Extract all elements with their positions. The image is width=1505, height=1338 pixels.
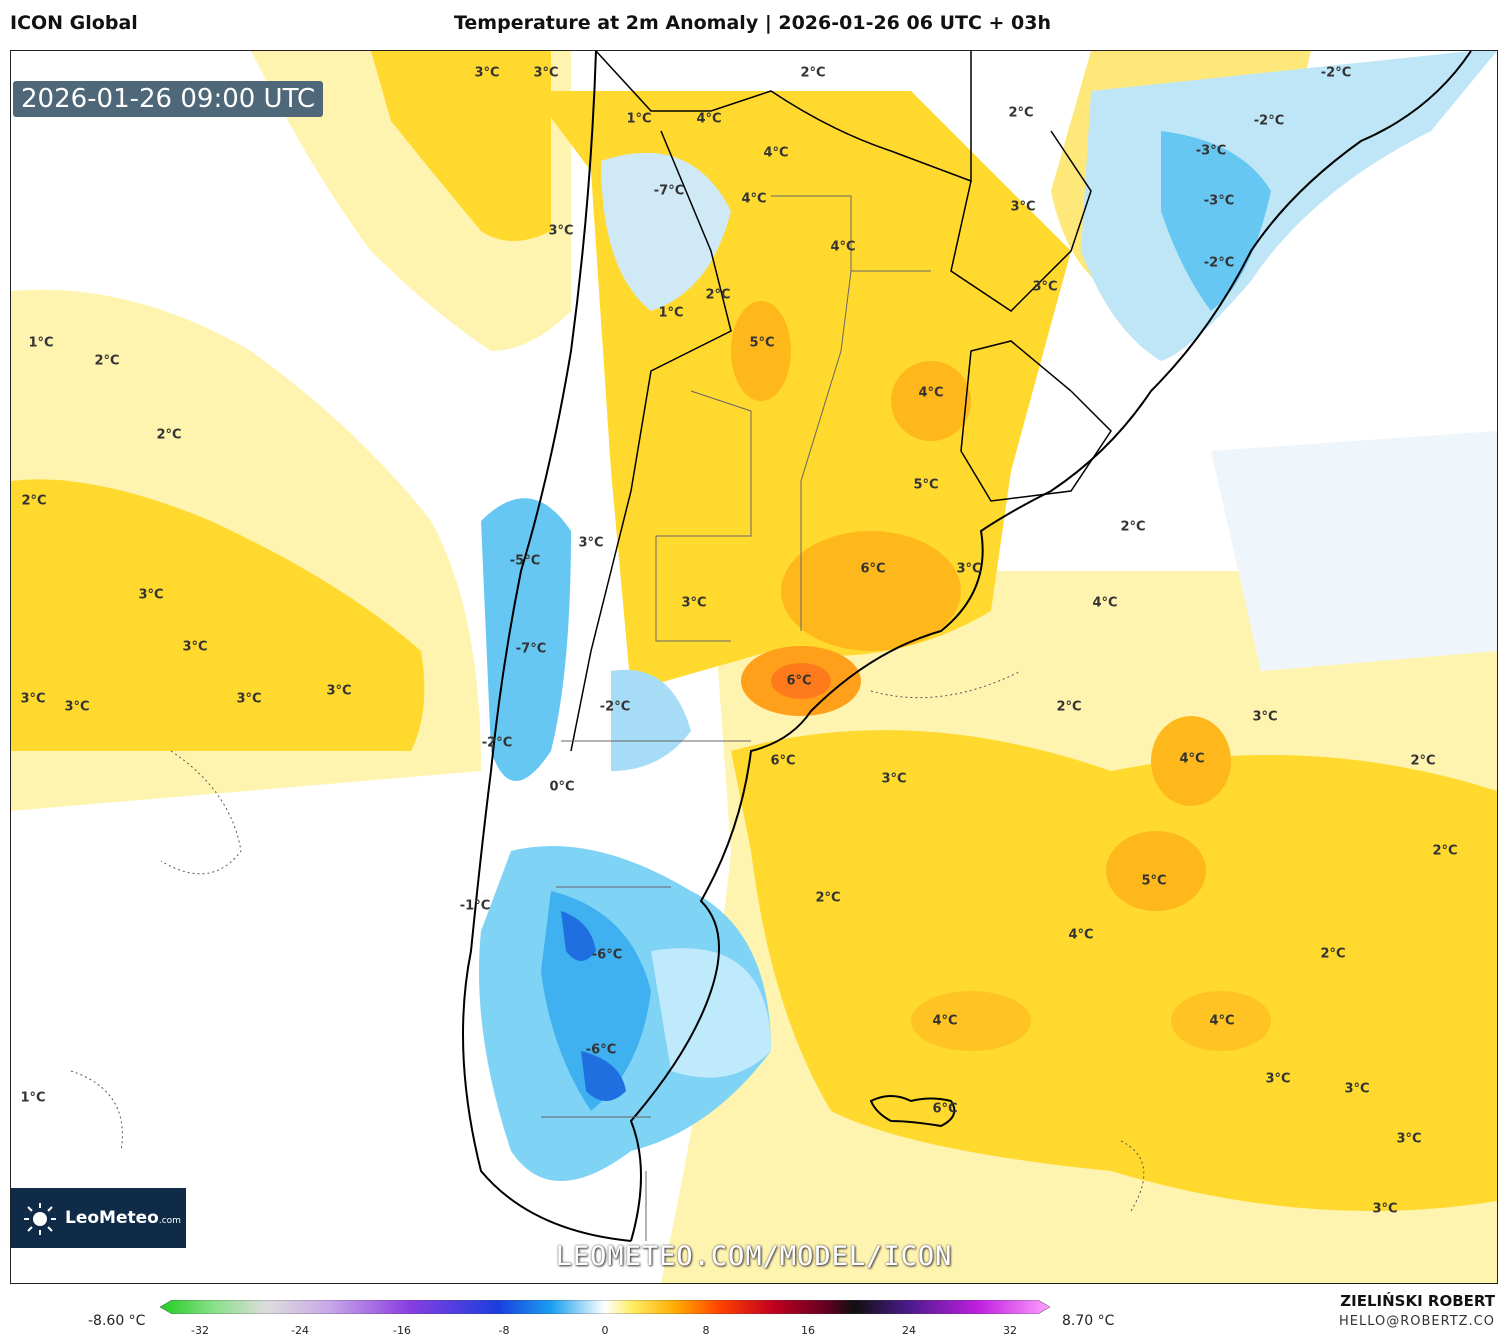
contour-label: 3°C	[1265, 1071, 1291, 1087]
leometeo-logo[interactable]: LeoMeteo.com	[11, 1188, 186, 1248]
contour-label: 0°C	[549, 779, 575, 795]
contour-label: 5°C	[913, 477, 939, 493]
contour-label: 5°C	[749, 335, 775, 351]
map-canvas	[11, 51, 1497, 1283]
contour-label: 2°C	[1432, 843, 1458, 859]
colorbar-tick: -16	[393, 1324, 411, 1337]
contour-label: 3°C	[20, 691, 46, 707]
contour-label: 6°C	[860, 561, 886, 577]
contour-label: -6°C	[585, 1042, 617, 1058]
contour-label: 2°C	[1320, 946, 1346, 962]
contour-label: 3°C	[681, 595, 707, 611]
logo-text: LeoMeteo.com	[65, 1208, 181, 1228]
contour-label: 3°C	[881, 771, 907, 787]
model-name: ICON Global	[10, 12, 138, 34]
author-email[interactable]: HELLO@ROBERTZ.CO	[1338, 1314, 1495, 1329]
contour-label: -6°C	[591, 947, 623, 963]
anomaly-map[interactable]: 2026-01-26 09:00 UTC 3°C 3°C 2°C 2°C -2°C 1°C…	[10, 50, 1498, 1284]
contour-label: -2°C	[1253, 113, 1285, 129]
contour-label: 2°C	[815, 890, 841, 906]
contour-label: 2°C	[800, 65, 826, 81]
contour-label: 2°C	[156, 427, 182, 443]
contour-label: 4°C	[830, 239, 856, 255]
contour-label: 6°C	[932, 1101, 958, 1117]
contour-label: 2°C	[1410, 753, 1436, 769]
source-watermark: LEOMETEO.COM/MODEL/ICON	[555, 1241, 953, 1272]
contour-label: 3°C	[236, 691, 262, 707]
contour-label: 3°C	[474, 65, 500, 81]
contour-label: 3°C	[548, 223, 574, 239]
contour-label: 2°C	[1056, 699, 1082, 715]
colorbar-tick: 8	[702, 1324, 710, 1337]
colorbar-tick: 16	[801, 1324, 815, 1337]
colorbar-max-label: 8.70 °C	[1062, 1313, 1115, 1329]
contour-label: 4°C	[1209, 1013, 1235, 1029]
author-name: ZIELIŃSKI ROBERT	[1340, 1292, 1495, 1310]
contour-label: 4°C	[918, 385, 944, 401]
contour-label: 2°C	[1008, 105, 1034, 121]
contour-label: 3°C	[956, 561, 982, 577]
contour-label: 4°C	[932, 1013, 958, 1029]
contour-label: 1°C	[20, 1090, 46, 1106]
contour-label: 3°C	[578, 535, 604, 551]
contour-label: 4°C	[1179, 751, 1205, 767]
valid-time-badge: 2026-01-26 09:00 UTC	[13, 81, 324, 117]
contour-label: 1°C	[28, 335, 54, 351]
contour-label: -2°C	[1320, 65, 1352, 81]
contour-label: 4°C	[696, 111, 722, 127]
contour-label: 3°C	[182, 639, 208, 655]
map-title: Temperature at 2m Anomaly | 2026-01-26 0…	[453, 12, 1052, 34]
contour-label: 1°C	[658, 305, 684, 321]
colorbar-tick: -24	[291, 1324, 309, 1337]
contour-label: -7°C	[515, 641, 547, 657]
contour-label: -2°C	[481, 735, 513, 751]
contour-label: 6°C	[786, 673, 812, 689]
contour-label: -1°C	[459, 898, 491, 914]
colorbar-min-label: -8.60 °C	[88, 1313, 146, 1329]
contour-label: 2°C	[21, 493, 47, 509]
contour-label: 3°C	[533, 65, 559, 81]
contour-label: 1°C	[626, 111, 652, 127]
contour-label: 2°C	[94, 353, 120, 369]
contour-label: 4°C	[1092, 595, 1118, 611]
contour-label: -7°C	[653, 183, 685, 199]
contour-label: 6°C	[770, 753, 796, 769]
colorbar-tick: -8	[498, 1324, 510, 1337]
contour-label: 3°C	[1032, 279, 1058, 295]
contour-label: 2°C	[1120, 519, 1146, 535]
contour-label: -2°C	[599, 699, 631, 715]
contour-label: 3°C	[1252, 709, 1278, 725]
contour-label: 3°C	[1010, 199, 1036, 215]
contour-label: 4°C	[1068, 927, 1094, 943]
contour-label: -2°C	[1203, 255, 1235, 271]
contour-label: -5°C	[509, 553, 541, 569]
contour-label: 3°C	[326, 683, 352, 699]
contour-label: -3°C	[1203, 193, 1235, 209]
contour-label: -3°C	[1195, 143, 1227, 159]
contour-label: 3°C	[1372, 1201, 1398, 1217]
contour-label: 3°C	[64, 699, 90, 715]
sun-icon	[24, 1203, 56, 1235]
contour-label: 3°C	[1344, 1081, 1370, 1097]
colorbar-tick: 24	[902, 1324, 916, 1337]
colorbar-tick: 32	[1003, 1324, 1017, 1337]
contour-label: 3°C	[1396, 1131, 1422, 1147]
contour-label: 4°C	[763, 145, 789, 161]
colorbar	[160, 1300, 1050, 1314]
contour-label: 2°C	[705, 287, 731, 303]
colorbar-tick: -32	[191, 1324, 209, 1337]
colorbar-tick: 0	[601, 1324, 609, 1337]
contour-label: 3°C	[138, 587, 164, 603]
contour-label: 5°C	[1141, 873, 1167, 889]
contour-label: 4°C	[741, 191, 767, 207]
